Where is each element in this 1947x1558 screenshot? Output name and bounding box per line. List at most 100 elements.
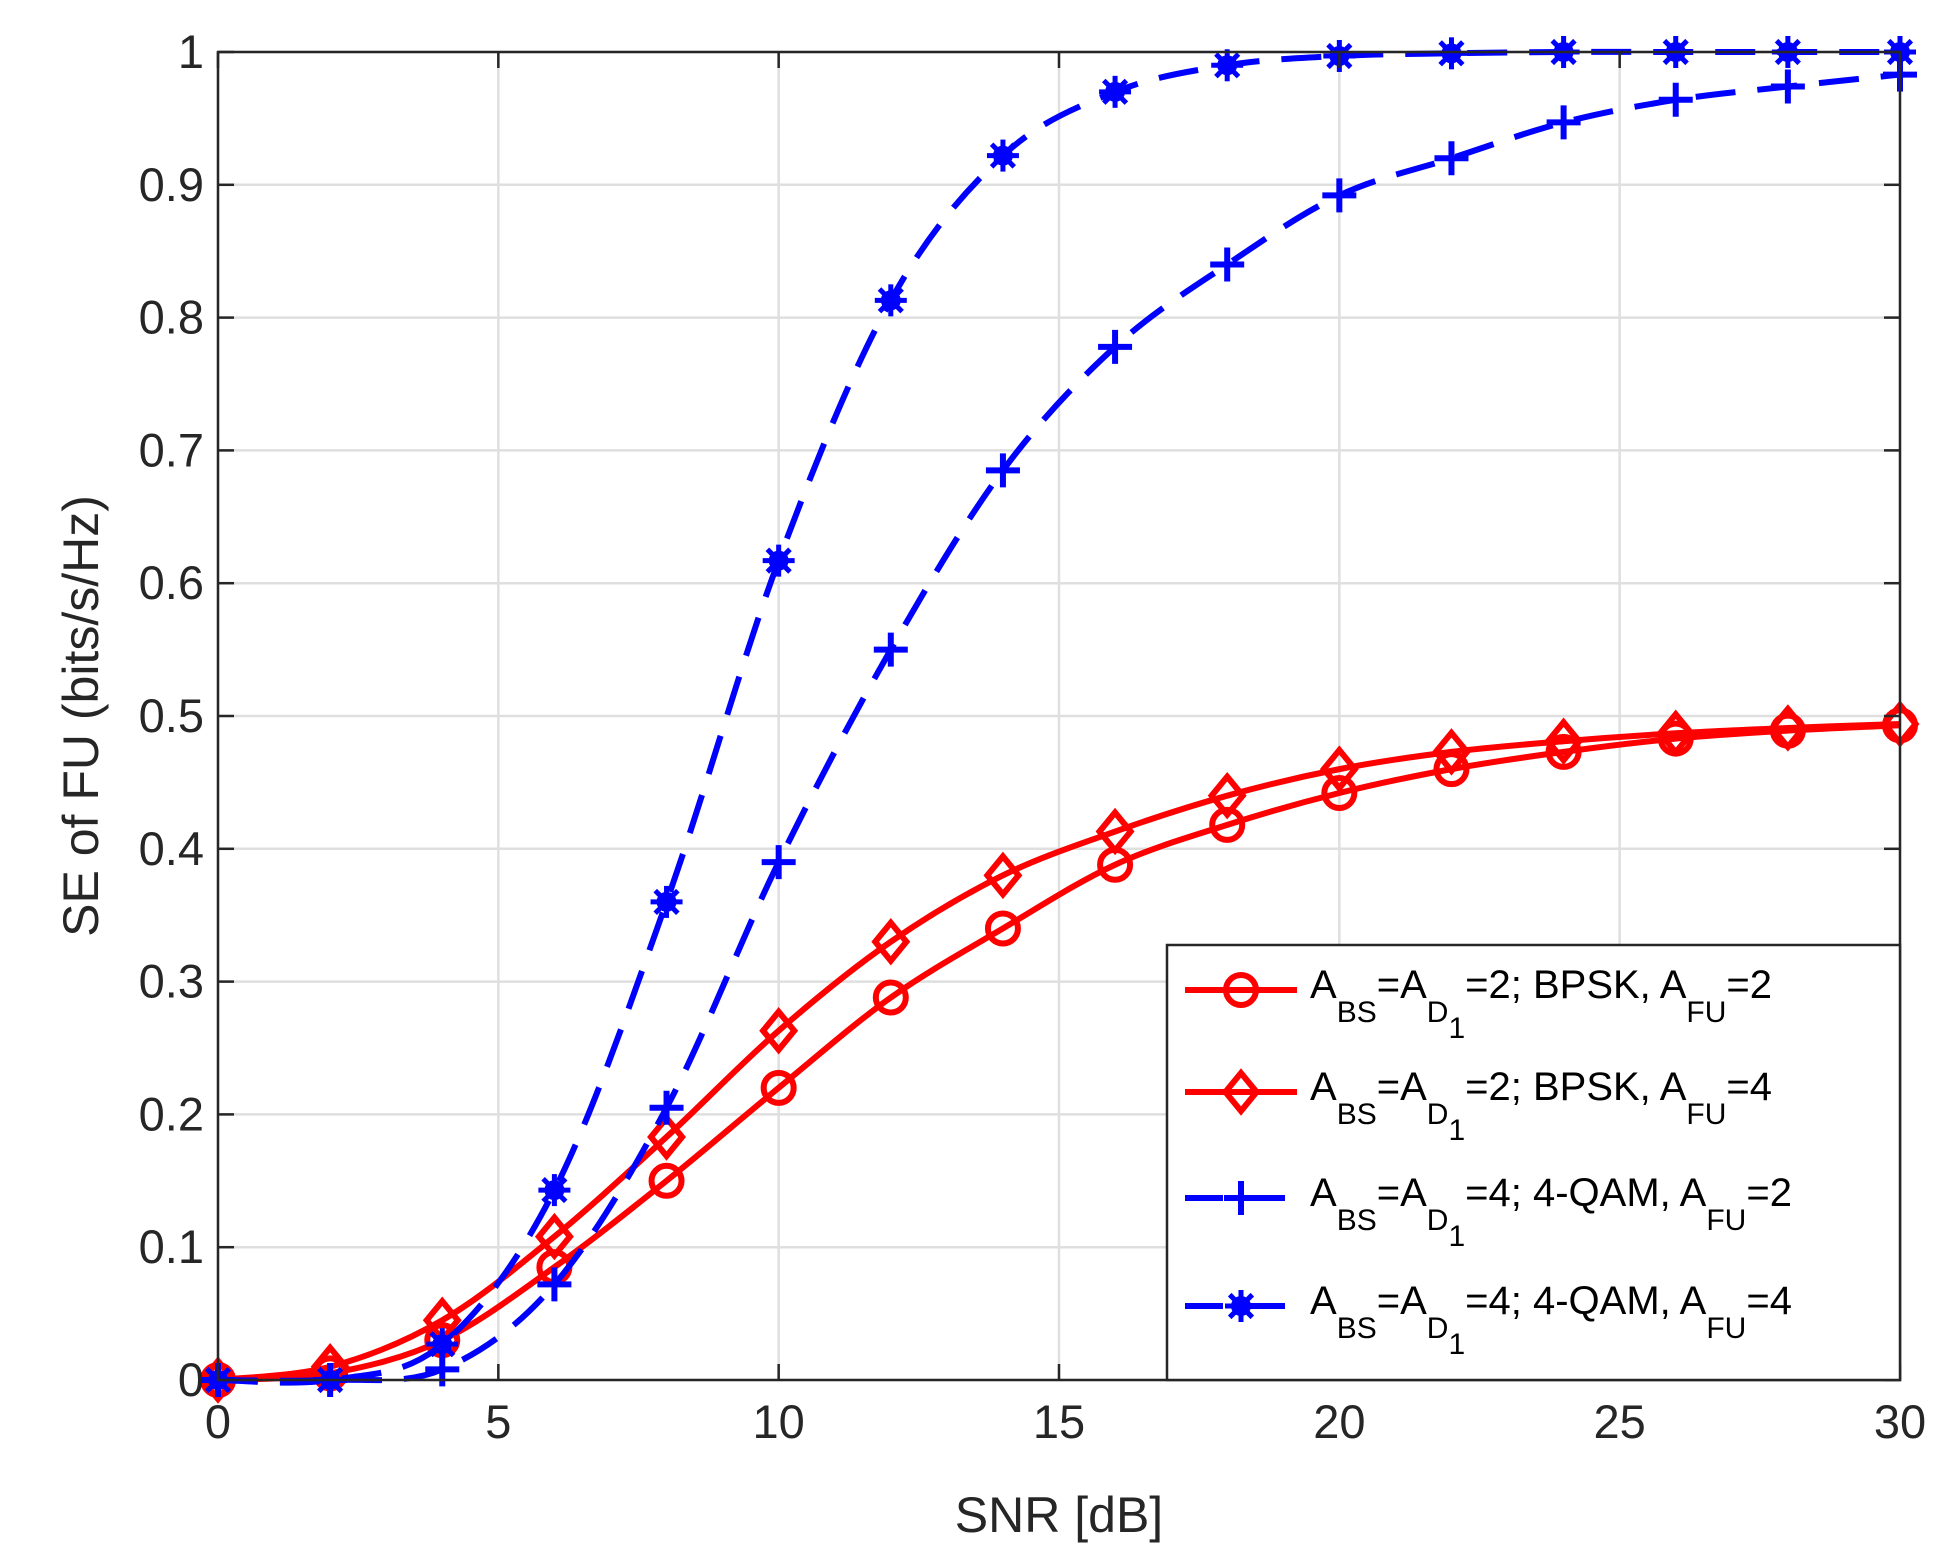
x-axis-label: SNR [dB] — [955, 1487, 1163, 1543]
legend-label-part: BS — [1337, 1312, 1377, 1345]
x-tick-label: 0 — [205, 1395, 231, 1448]
marker-diamond-shape — [759, 1007, 799, 1055]
series-2-point — [1544, 717, 1584, 765]
legend-label-part: BS — [1337, 1204, 1377, 1237]
series-1-point — [1545, 733, 1582, 770]
marker-diamond-shape — [534, 1212, 574, 1261]
marker-circle-shape — [872, 979, 909, 1016]
series-2-point — [871, 918, 911, 966]
series-4-point — [426, 1328, 459, 1361]
y-tick-label: 0.4 — [139, 822, 204, 875]
series-2-point — [1319, 745, 1359, 793]
marker-asterisk-spoke — [1101, 78, 1129, 105]
x-tick-label: 5 — [485, 1395, 511, 1448]
legend-label-part: =A — [1377, 1065, 1427, 1109]
series-1-point — [1209, 806, 1246, 843]
series-4-point — [538, 1174, 571, 1207]
y-tick-label: 0 — [178, 1353, 204, 1406]
marker-diamond-shape — [1207, 771, 1247, 820]
series-3-point — [761, 845, 796, 880]
series-2-point — [198, 1356, 238, 1404]
series-4-point — [986, 139, 1019, 172]
series-2-point — [1432, 728, 1471, 776]
y-tick-label: 1 — [178, 25, 204, 78]
marker-asterisk-spoke — [1227, 1292, 1255, 1320]
legend-label-part: =A — [1377, 1279, 1427, 1323]
y-tick-label: 0.1 — [139, 1220, 204, 1273]
marker-diamond-shape — [1095, 807, 1135, 856]
series-4-point — [762, 544, 795, 577]
marker-circle-shape — [1321, 775, 1358, 812]
series-3 — [201, 57, 1917, 1397]
legend-label: ABS=AD1=2; BPSK, AFU=2 — [1310, 963, 1772, 1045]
legend-label-part: 1 — [1448, 1114, 1465, 1147]
series-3-point — [1434, 141, 1469, 176]
y-tick-label: 0.8 — [139, 291, 204, 344]
legend-label: ABS=AD1=4; 4-QAM, AFU=2 — [1310, 1171, 1792, 1253]
marker-diamond-shape — [198, 1356, 238, 1404]
series-2-point — [983, 851, 1023, 900]
x-tick-label: 10 — [753, 1395, 805, 1448]
legend-label-part: D — [1427, 1204, 1449, 1237]
series-2-point — [1207, 771, 1247, 820]
legend-marker-sample — [1221, 1068, 1261, 1116]
series-4-point — [650, 885, 683, 918]
series-4-line — [217, 48, 1900, 1386]
marker-asterisk-spoke — [429, 1331, 456, 1358]
legend-label-part: 1 — [1448, 1012, 1465, 1045]
marker-asterisk-spoke — [989, 142, 1017, 169]
marker-asterisk-spoke — [877, 287, 904, 314]
legend-label-part: BS — [1337, 1098, 1377, 1131]
legend-label-part: 1 — [1448, 1328, 1465, 1361]
series-2-point — [759, 1007, 799, 1055]
series-4-point — [874, 284, 907, 317]
marker-asterisk-spoke — [1214, 52, 1241, 79]
series-3-point — [649, 1090, 684, 1125]
marker-diamond-shape — [983, 851, 1023, 900]
y-tick-label: 0.9 — [139, 158, 204, 211]
series-3-point — [1098, 329, 1133, 364]
marker-diamond-shape — [1319, 745, 1359, 793]
marker-circle-shape — [1223, 972, 1259, 1008]
legend-label-part: =2; BPSK, A — [1465, 1065, 1687, 1109]
series-2-point — [647, 1113, 686, 1161]
legend-label-part: =A — [1377, 1171, 1427, 1215]
series-2-point — [1095, 807, 1135, 856]
series-2-point — [534, 1212, 574, 1261]
x-tick-label: 20 — [1313, 1395, 1365, 1448]
series-1-point — [984, 910, 1021, 947]
legend-label-part: FU — [1686, 996, 1726, 1029]
marker-circle-shape — [648, 1162, 685, 1199]
marker-circle-shape — [1209, 806, 1246, 843]
series-3-line — [217, 71, 1901, 1384]
legend-label-part: FU — [1686, 1098, 1726, 1131]
marker-asterisk-spoke — [653, 888, 680, 916]
marker-asterisk-spoke — [541, 1177, 568, 1204]
series-1-point — [1321, 775, 1358, 812]
legend-label-part: =4 — [1726, 1065, 1772, 1109]
series-2-point — [1768, 704, 1808, 752]
marker-diamond-shape — [1544, 717, 1584, 765]
series-4-point — [1099, 75, 1132, 108]
y-tick-label: 0.2 — [139, 1087, 204, 1140]
marker-circle-shape — [760, 1069, 797, 1106]
legend-label-part: FU — [1706, 1312, 1746, 1345]
ticks: 0 5 10 15 20 25 30 0 0.1 0.2 0.3 0.4 0.5 0.6 0.7 0.8 0.9… — [139, 25, 1926, 1448]
series-3-point — [1322, 178, 1357, 213]
legend-entry-4: ABS=AD1=4; 4-QAM, AFU=4 — [1185, 1279, 1792, 1361]
series-4-point — [1435, 37, 1468, 70]
series-3-point — [537, 1267, 572, 1302]
series-4-point — [1211, 49, 1244, 82]
x-tick-label: 15 — [1033, 1395, 1085, 1448]
marker-diamond-shape — [1221, 1068, 1261, 1116]
series-3-point — [1658, 82, 1693, 117]
y-tick-label: 0.7 — [139, 423, 204, 476]
legend: ABS=AD1=2; BPSK, AFU=2 ABS=AD1=2; BPSK, A… — [1165, 943, 1902, 1382]
series-1-point — [760, 1069, 797, 1106]
legend-label-part: D — [1427, 1098, 1449, 1131]
legend-label-part: D — [1427, 1312, 1449, 1345]
legend-label: ABS=AD1=2; BPSK, AFU=4 — [1310, 1065, 1772, 1147]
y-tick-label: 0.5 — [139, 689, 204, 742]
legend-label-part: =4; 4-QAM, A — [1465, 1171, 1707, 1215]
legend-label-part: =4 — [1746, 1279, 1792, 1323]
